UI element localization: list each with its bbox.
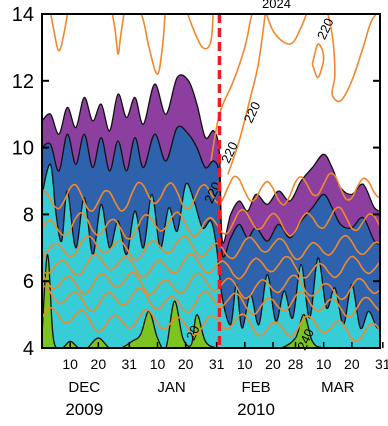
contour-line-upper-7 (327, 14, 378, 103)
contour-line-1 (42, 285, 380, 318)
month-label-0: DEC (68, 379, 100, 396)
contour-line-0 (42, 307, 380, 343)
x-tick-label-3: 10 (150, 356, 166, 372)
contour-label-1: 220 (241, 99, 264, 125)
filled-contours (42, 74, 380, 348)
x-tick-label-7: 20 (265, 356, 281, 372)
month-label-2: FEB (241, 379, 270, 396)
y-tick-label-1: 6 (23, 271, 34, 293)
month-label-3: MAR (321, 379, 355, 396)
y-tick-label-5: 14 (12, 4, 34, 26)
x-tick-label-6: 10 (237, 356, 253, 372)
x-tick-label-4: 20 (178, 356, 194, 372)
contour-line-upper-0 (49, 14, 69, 52)
contour-line-upper-1 (111, 14, 125, 55)
contour-line-3 (42, 253, 380, 280)
contour-label-2: 220 (218, 139, 241, 165)
x-tick-label-2: 31 (122, 356, 138, 372)
month-label-1: JAN (157, 379, 185, 396)
contour-line-5 (42, 206, 380, 240)
year-label-0: 2009 (65, 400, 103, 419)
contour-line-upper-5 (227, 14, 267, 175)
x-tick-label-10: 20 (344, 356, 360, 372)
y-tick-label-2: 8 (23, 204, 34, 226)
contour-line-6 (42, 172, 380, 212)
contour-line-upper-6 (265, 14, 308, 45)
x-tick-label-5: 31 (209, 356, 225, 372)
orange-contour-lines (42, 14, 380, 343)
contour-line-upper-2 (140, 14, 166, 75)
contour-line-4 (42, 234, 380, 261)
x-axis: 10 20 31 10 20 31 10 20 28 10 20 31 DEC JAN FEB MAR 2009… (62, 342, 388, 419)
x-tick-label-0: 10 (62, 356, 78, 372)
y-tick-label-3: 10 (12, 138, 34, 160)
y-axis: 4 6 8 10 12 14 (12, 4, 380, 360)
x-tick-label-11: 31 (375, 356, 388, 372)
contour-label-5: 20 (183, 323, 203, 342)
plot-frame (41, 13, 381, 349)
y-tick-label-0: 4 (23, 338, 34, 360)
filled-band-2 (42, 163, 380, 348)
x-tick-label-8: 28 (288, 356, 304, 372)
y-tick-label-4: 12 (12, 71, 34, 93)
year-label-1: 2010 (237, 400, 275, 419)
header-fragment: 2024 (262, 0, 291, 11)
contour-line-upper-4 (210, 14, 253, 162)
contour-line-2 (42, 271, 380, 301)
contour-line-upper-3 (186, 14, 214, 50)
x-tick-label-1: 20 (91, 356, 107, 372)
contour-line-upper-8 (311, 43, 325, 79)
x-tick-label-9: 10 (316, 356, 332, 372)
